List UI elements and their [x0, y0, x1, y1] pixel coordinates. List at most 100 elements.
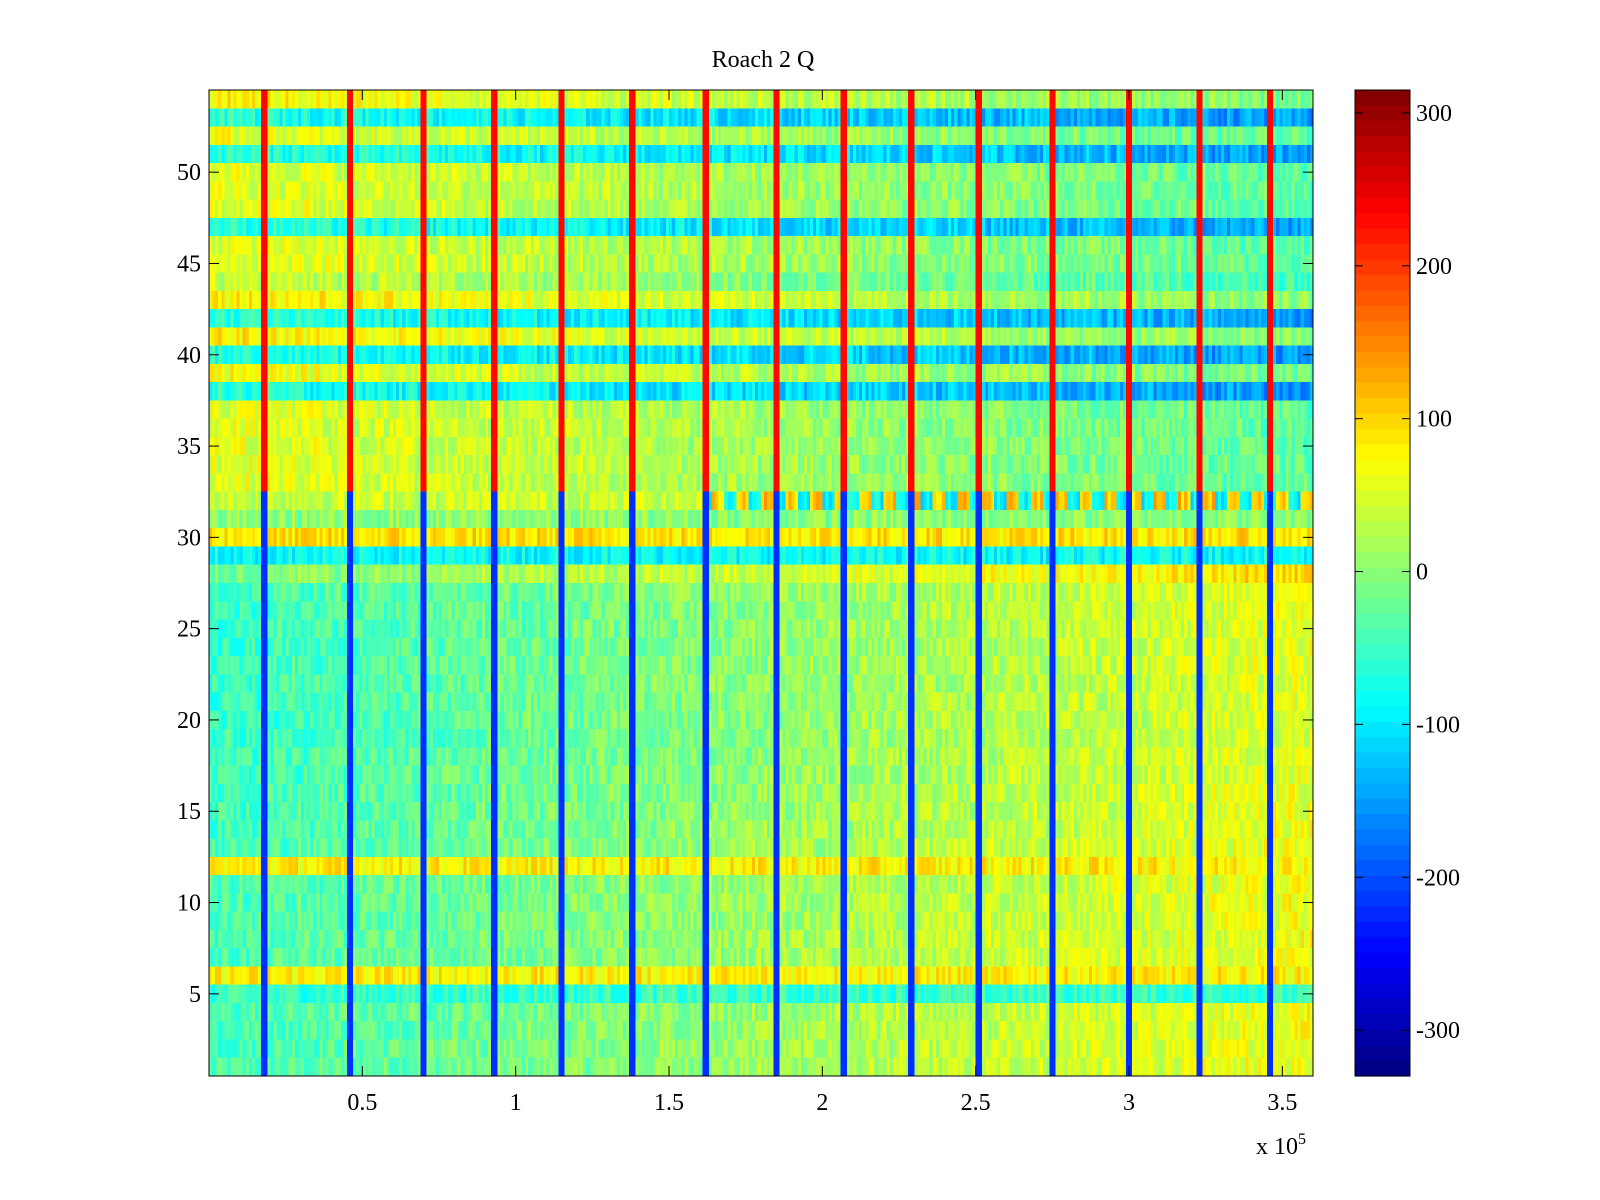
colorbar-step: [1355, 998, 1410, 1015]
colorbar-step: [1355, 552, 1410, 569]
y-tick-label: 5: [189, 982, 201, 1008]
x-tick-label: 3: [1123, 1090, 1135, 1116]
colorbar-step: [1355, 521, 1410, 538]
colorbar-step: [1355, 783, 1410, 800]
colorbar-step: [1355, 906, 1410, 923]
colorbar-step: [1355, 891, 1410, 908]
x-multiplier-label: x 105: [1256, 1131, 1306, 1160]
colorbar-step: [1355, 737, 1410, 754]
y-axis: 5 10 15 20 25 30 35 40 45 50: [177, 160, 1313, 1008]
colorbar-step: [1355, 752, 1410, 769]
colorbar-step: [1355, 875, 1410, 892]
plot-frame: [208, 89, 1314, 1077]
colorbar-step: [1355, 1060, 1410, 1077]
x-tick-label: 2: [816, 1090, 828, 1116]
colorbar-tick-label: -200: [1416, 865, 1460, 891]
colorbar-step: [1355, 475, 1410, 492]
heatmap: [209, 90, 1313, 1076]
colorbar-step: [1355, 213, 1410, 230]
x-axis: 0.5 1 1.5 2 2.5 3 3.5: [347, 90, 1297, 1116]
colorbar-step: [1355, 228, 1410, 245]
y-tick-label: 30: [177, 525, 201, 551]
colorbar-step: [1355, 382, 1410, 399]
colorbar-step: [1355, 274, 1410, 291]
colorbar-step: [1355, 151, 1410, 168]
colorbar-step: [1355, 490, 1410, 507]
y-tick-label: 35: [177, 434, 201, 460]
y-tick-label: 15: [177, 799, 201, 825]
colorbar-step: [1355, 398, 1410, 415]
colorbar-step: [1355, 428, 1410, 445]
colorbar-step: [1355, 136, 1410, 153]
colorbar-step: [1355, 690, 1410, 707]
y-tick-label: 10: [177, 891, 201, 917]
colorbar-tick-label: -100: [1416, 712, 1460, 738]
colorbar-step: [1355, 583, 1410, 600]
x-tick-label: 3.5: [1267, 1090, 1297, 1116]
colorbar-step: [1355, 844, 1410, 861]
colorbar-step: [1355, 536, 1410, 553]
colorbar-step: [1355, 675, 1410, 692]
colorbar-step: [1355, 1029, 1410, 1046]
colorbar-step: [1355, 968, 1410, 985]
colorbar-step: [1355, 259, 1410, 276]
colorbar-step: [1355, 182, 1410, 199]
x-multiplier-base: x 10: [1256, 1134, 1298, 1160]
colorbar-step: [1355, 706, 1410, 723]
colorbar-step: [1355, 767, 1410, 784]
colorbar-step: [1355, 567, 1410, 584]
colorbar-tick-label: 300: [1416, 101, 1452, 127]
colorbar-step: [1355, 721, 1410, 738]
colorbar: [1355, 90, 1410, 1077]
y-tick-label: 45: [177, 251, 201, 277]
colorbar-step: [1355, 660, 1410, 677]
y-tick-label: 20: [177, 708, 201, 734]
colorbar-step: [1355, 952, 1410, 969]
colorbar-tick-label: 200: [1416, 254, 1452, 280]
colorbar-step: [1355, 629, 1410, 646]
colorbar-step: [1355, 459, 1410, 476]
colorbar-step: [1355, 829, 1410, 846]
colorbar-step: [1355, 305, 1410, 322]
colorbar-step: [1355, 613, 1410, 630]
colorbar-step: [1355, 505, 1410, 522]
x-tick-label: 0.5: [347, 1090, 377, 1116]
y-tick-label: 40: [177, 343, 201, 369]
colorbar-step: [1355, 598, 1410, 615]
colorbar-step: [1355, 1045, 1410, 1062]
colorbar-step: [1355, 120, 1410, 137]
colorbar-step: [1355, 336, 1410, 353]
colorbar-tick-label: 0: [1416, 560, 1428, 586]
x-tick-label: 1: [510, 1090, 522, 1116]
colorbar-step: [1355, 644, 1410, 661]
y-tick-label: 50: [177, 160, 201, 186]
colorbar-step: [1355, 814, 1410, 831]
colorbar-step: [1355, 921, 1410, 938]
colorbar-step: [1355, 1014, 1410, 1031]
colorbar-axis: 300 200 100 0 -100 -200 -300: [1355, 101, 1460, 1044]
colorbar-tick-label: -300: [1416, 1018, 1460, 1044]
colorbar-step: [1355, 413, 1410, 430]
colorbar-step: [1355, 351, 1410, 368]
y-tick-label: 25: [177, 617, 201, 643]
colorbar-step: [1355, 197, 1410, 214]
colorbar-step: [1355, 860, 1410, 877]
x-multiplier-exponent: 5: [1298, 1131, 1306, 1148]
colorbar-step: [1355, 105, 1410, 122]
colorbar-step: [1355, 321, 1410, 338]
chart-title: Roach 2 Q: [712, 47, 815, 73]
colorbar-step: [1355, 290, 1410, 307]
colorbar-frame: [1354, 89, 1411, 1077]
colorbar-step: [1355, 444, 1410, 461]
colorbar-step: [1355, 367, 1410, 384]
colorbar-step: [1355, 937, 1410, 954]
colorbar-step: [1355, 90, 1410, 107]
colorbar-step: [1355, 244, 1410, 261]
heatmap-cells: [209, 90, 1313, 1076]
x-tick-label: 2.5: [961, 1090, 991, 1116]
colorbar-tick-label: 100: [1416, 407, 1452, 433]
colorbar-step: [1355, 983, 1410, 1000]
x-tick-label: 1.5: [654, 1090, 684, 1116]
colorbar-step: [1355, 167, 1410, 184]
